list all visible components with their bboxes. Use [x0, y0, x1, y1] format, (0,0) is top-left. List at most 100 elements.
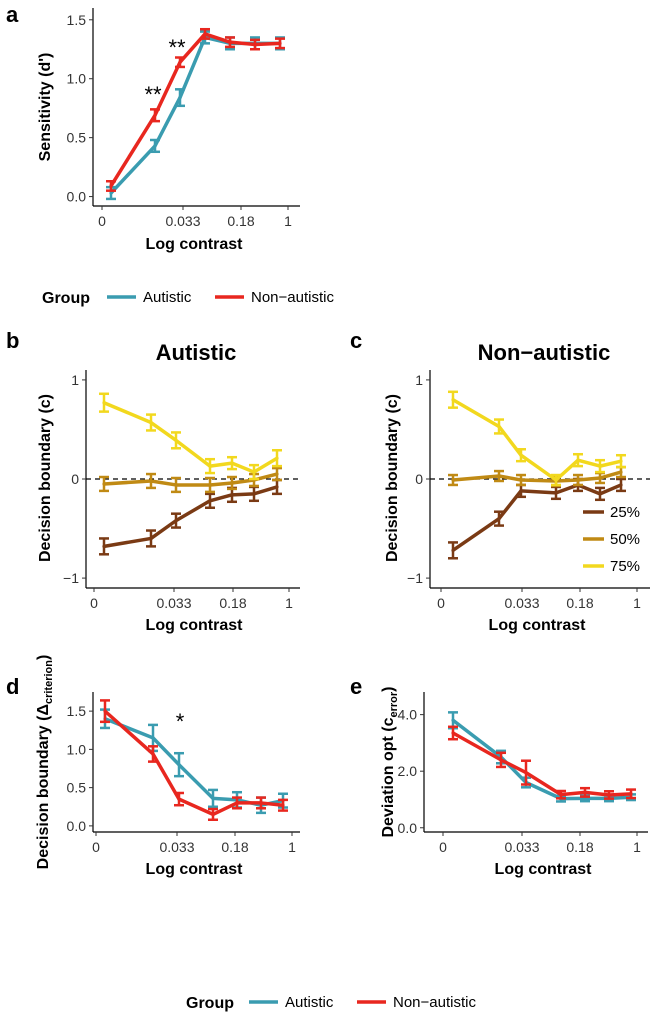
data-point — [177, 763, 181, 767]
panel-d-x-label: Log contrast — [146, 861, 244, 878]
x-tick-label: 0.033 — [165, 213, 200, 229]
data-point — [519, 453, 523, 457]
data-point — [451, 718, 455, 722]
data-point — [211, 812, 215, 817]
data-point — [109, 184, 113, 188]
legend-title: Group — [186, 995, 234, 1012]
data-point — [629, 792, 633, 796]
data-point — [109, 191, 113, 195]
x-tick-label: 1 — [633, 839, 641, 855]
data-point — [275, 456, 279, 460]
series-autistic — [448, 711, 636, 803]
x-tick-label: 0.033 — [504, 595, 539, 611]
x-tick-label: 0.18 — [566, 839, 593, 855]
data-point — [228, 40, 232, 44]
data-point — [230, 493, 234, 497]
data-point — [177, 797, 181, 801]
panel-c: c Non−autistic −1 0 1 0 0.033 0.18 1 Log contr… — [350, 328, 650, 634]
panel-c-legend: 25% 50% 75% — [583, 504, 640, 575]
panel-e: e 0.0 2.0 4.0 0 0.033 0.18 1 Log contrast Devi… — [350, 674, 648, 878]
series-line — [104, 717, 284, 807]
data-point — [275, 485, 279, 489]
y-tick-label: 0.0 — [67, 189, 87, 205]
legend-label-non-autistic: Non−autistic — [251, 289, 334, 306]
series-line — [451, 718, 632, 801]
series-75- — [99, 392, 282, 481]
data-point — [252, 470, 256, 474]
series-50- — [99, 466, 282, 494]
y-tick-label: 0.0 — [398, 820, 418, 836]
panel-a-x-label: Log contrast — [146, 236, 244, 253]
x-tick-label: 1 — [284, 213, 292, 229]
y-tick-label: 0 — [71, 471, 79, 487]
x-tick-label: 0.033 — [156, 595, 191, 611]
data-point — [211, 796, 215, 800]
group-legend-bottom: Group Autistic Non−autistic — [186, 994, 476, 1012]
panel-a-label: a — [6, 2, 19, 27]
data-point — [149, 420, 153, 425]
y-tick-label: 1.0 — [67, 71, 87, 87]
panel-d-label: d — [6, 674, 19, 699]
legend-label-75: 75% — [610, 558, 640, 575]
data-point — [253, 42, 257, 47]
data-point — [151, 752, 155, 756]
x-tick-label: 0.18 — [227, 213, 254, 229]
data-point — [230, 461, 234, 465]
data-point — [619, 470, 623, 474]
data-point — [524, 771, 528, 775]
panel-b-y-label: Decision boundary (c) — [37, 394, 54, 562]
series-line — [103, 709, 284, 817]
data-point — [497, 517, 501, 521]
x-tick-label: 0 — [90, 595, 98, 611]
series-25- — [448, 477, 626, 560]
y-tick-label: 4.0 — [398, 707, 418, 723]
y-tick-label: −1 — [63, 570, 79, 586]
data-point — [103, 709, 107, 713]
y-tick-label: 0.5 — [67, 130, 87, 146]
data-point — [208, 464, 212, 468]
panel-e-x-label: Log contrast — [495, 861, 593, 878]
panel-a-plot: 0.0 0.5 1.0 1.5 0 0.033 0.18 1 — [67, 8, 300, 229]
data-point — [208, 499, 212, 503]
y-tick-label: 1.5 — [67, 703, 87, 719]
series-line — [109, 35, 280, 195]
data-point — [252, 492, 256, 496]
data-point — [497, 474, 501, 478]
panel-b-x-label: Log contrast — [146, 617, 244, 634]
legend-label-non-autistic: Non−autistic — [393, 994, 476, 1011]
x-tick-label: 0 — [98, 213, 106, 229]
data-point — [576, 458, 580, 462]
data-point — [178, 95, 182, 100]
data-point — [174, 519, 178, 523]
data-point — [619, 459, 623, 463]
data-point — [598, 476, 602, 480]
series-non-autistic — [106, 27, 285, 192]
significance-marker: ** — [144, 82, 162, 107]
x-tick-label: 0 — [92, 839, 100, 855]
data-point — [278, 41, 282, 45]
panel-d-y-label: Decision boundary (Δcriterion) — [35, 655, 55, 870]
x-tick-label: 0 — [437, 595, 445, 611]
significance-marker: * — [176, 709, 185, 734]
y-tick-label: 1.5 — [67, 12, 87, 28]
panel-e-plot: 0.0 2.0 4.0 0 0.033 0.18 1 — [398, 692, 648, 855]
significance-marker: ** — [168, 35, 186, 60]
data-point — [153, 144, 157, 148]
data-point — [259, 801, 263, 805]
panel-b-plot: −1 0 1 0 0.033 0.18 1 — [63, 370, 300, 611]
data-point — [559, 793, 563, 797]
panel-d: d 0.0 0.5 1.0 1.5 0 0.033 0.18 1 Log contrast D… — [6, 655, 300, 878]
data-point — [151, 736, 155, 740]
data-point — [598, 464, 602, 468]
y-tick-label: 0 — [415, 471, 423, 487]
y-tick-label: 1.0 — [67, 741, 87, 757]
y-tick-label: 1 — [415, 372, 423, 388]
series-line — [452, 398, 622, 482]
x-tick-label: 0.18 — [221, 839, 248, 855]
y-tick-label: 0.0 — [67, 818, 87, 834]
x-tick-label: 0.18 — [566, 595, 593, 611]
data-point — [102, 401, 106, 405]
panel-c-x-label: Log contrast — [489, 617, 587, 634]
panel-b-title: Autistic — [156, 340, 237, 365]
